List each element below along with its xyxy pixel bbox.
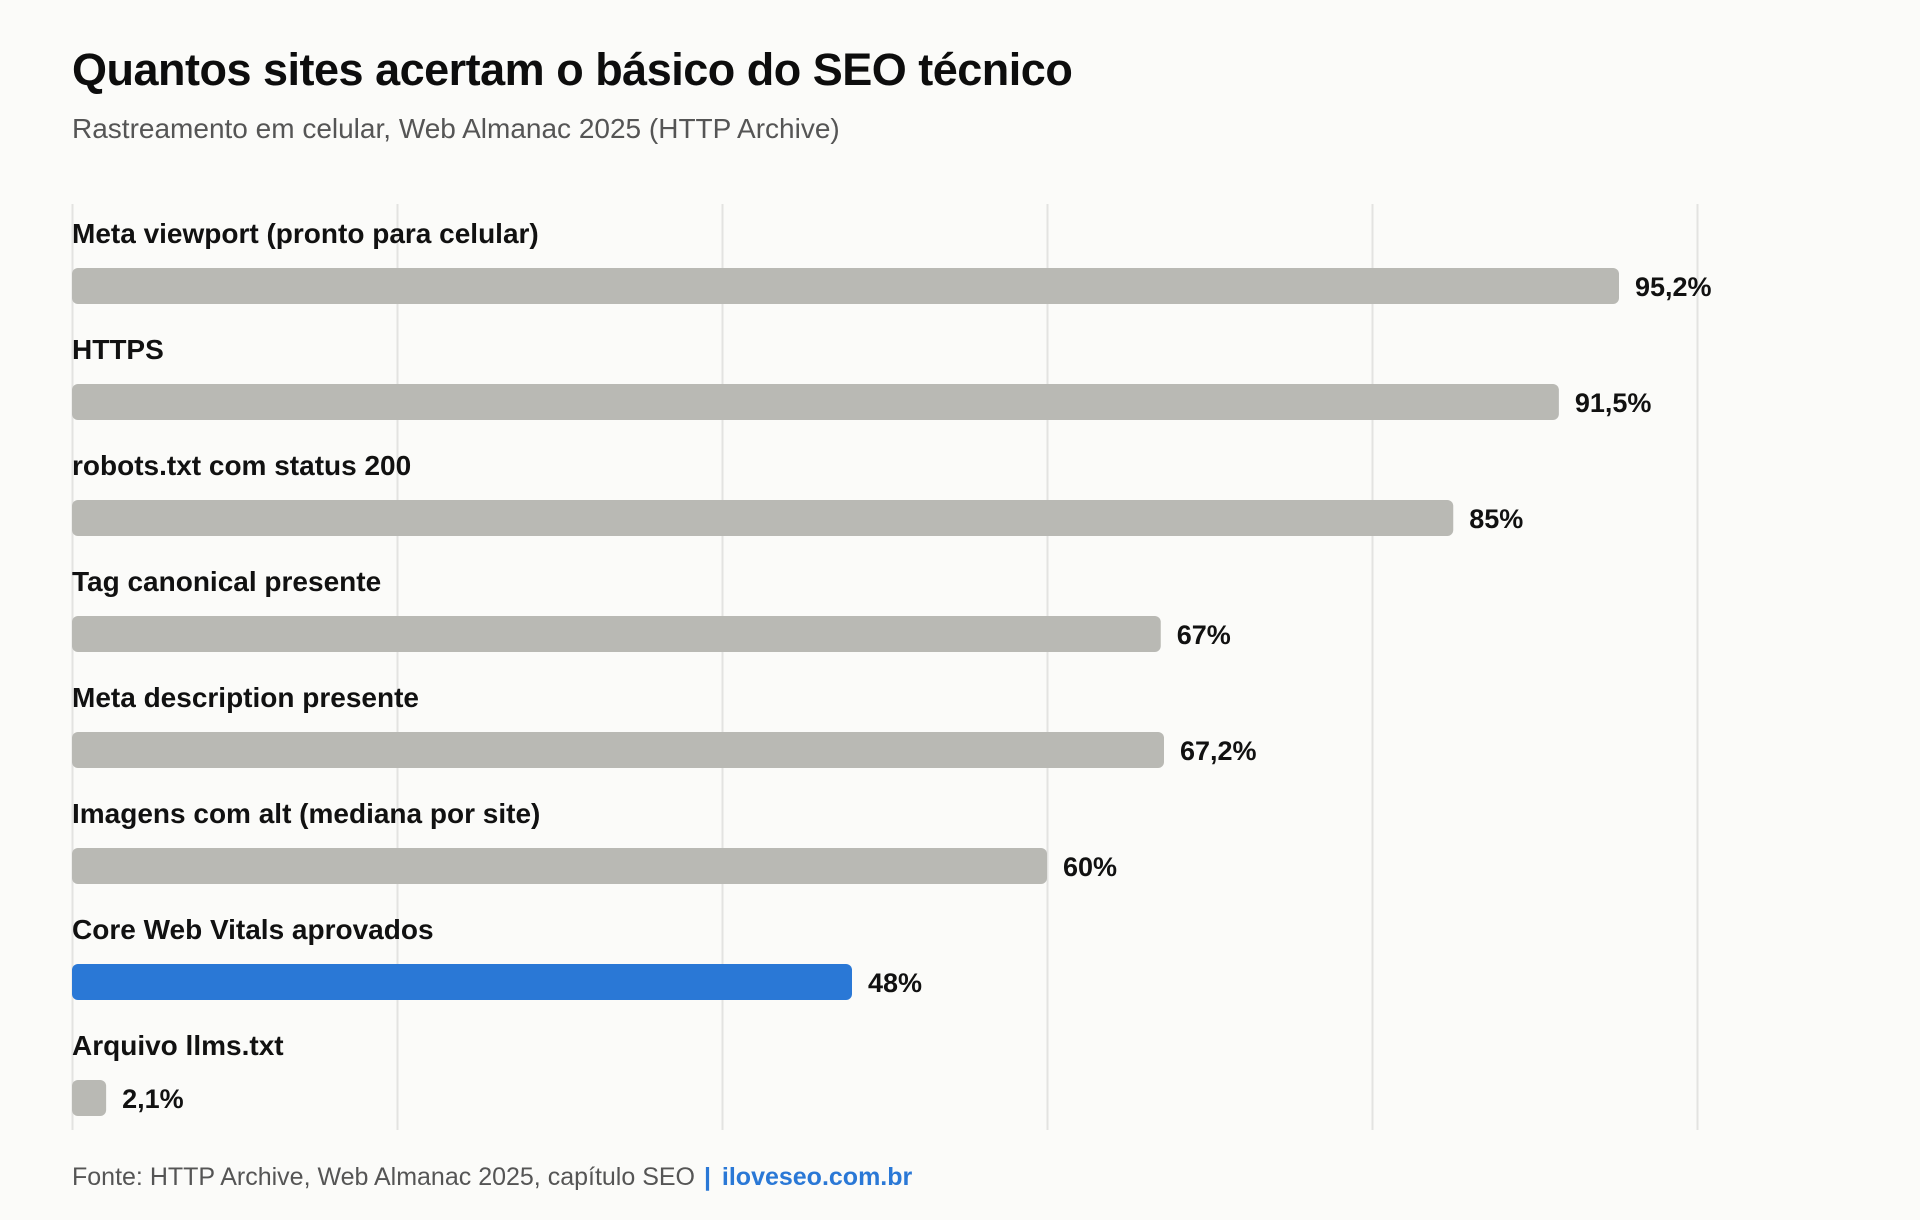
value-label: 2,1% (122, 1084, 184, 1114)
chart-subtitle: Rastreamento em celular, Web Almanac 202… (72, 113, 840, 144)
category-label: Meta description presente (72, 682, 419, 713)
category-label: robots.txt com status 200 (72, 450, 411, 481)
value-label: 91,5% (1575, 388, 1652, 418)
value-label: 67% (1177, 620, 1231, 650)
bar (72, 732, 1164, 768)
category-label: Arquivo llms.txt (72, 1030, 284, 1061)
value-label: 95,2% (1635, 272, 1712, 302)
bars: Meta viewport (pronto para celular) 95,2%… (72, 218, 1712, 1116)
value-label: 85% (1469, 504, 1523, 534)
category-label: Meta viewport (pronto para celular) (72, 218, 539, 249)
bar (72, 848, 1047, 884)
category-label: Tag canonical presente (72, 566, 381, 597)
category-label: Core Web Vitals aprovados (72, 914, 434, 945)
value-label: 60% (1063, 852, 1117, 882)
value-label: 67,2% (1180, 736, 1257, 766)
bar (72, 384, 1559, 420)
bar-highlight (72, 964, 852, 1000)
bar (72, 616, 1161, 652)
footer-brand-link[interactable]: iloveseo.com.br (721, 1163, 913, 1191)
footer-separator: | (703, 1163, 711, 1191)
category-label: Imagens com alt (mediana por site) (72, 798, 540, 829)
bar (72, 500, 1454, 536)
footer-source: Fonte: HTTP Archive, Web Almanac 2025, c… (72, 1163, 695, 1191)
bar (72, 1080, 107, 1116)
category-label: HTTPS (72, 334, 164, 365)
value-label: 48% (868, 968, 922, 998)
chart-title: Quantos sites acertam o básico do SEO té… (72, 44, 1073, 95)
footer: Fonte: HTTP Archive, Web Almanac 2025, c… (72, 1163, 912, 1192)
bar (72, 268, 1619, 304)
